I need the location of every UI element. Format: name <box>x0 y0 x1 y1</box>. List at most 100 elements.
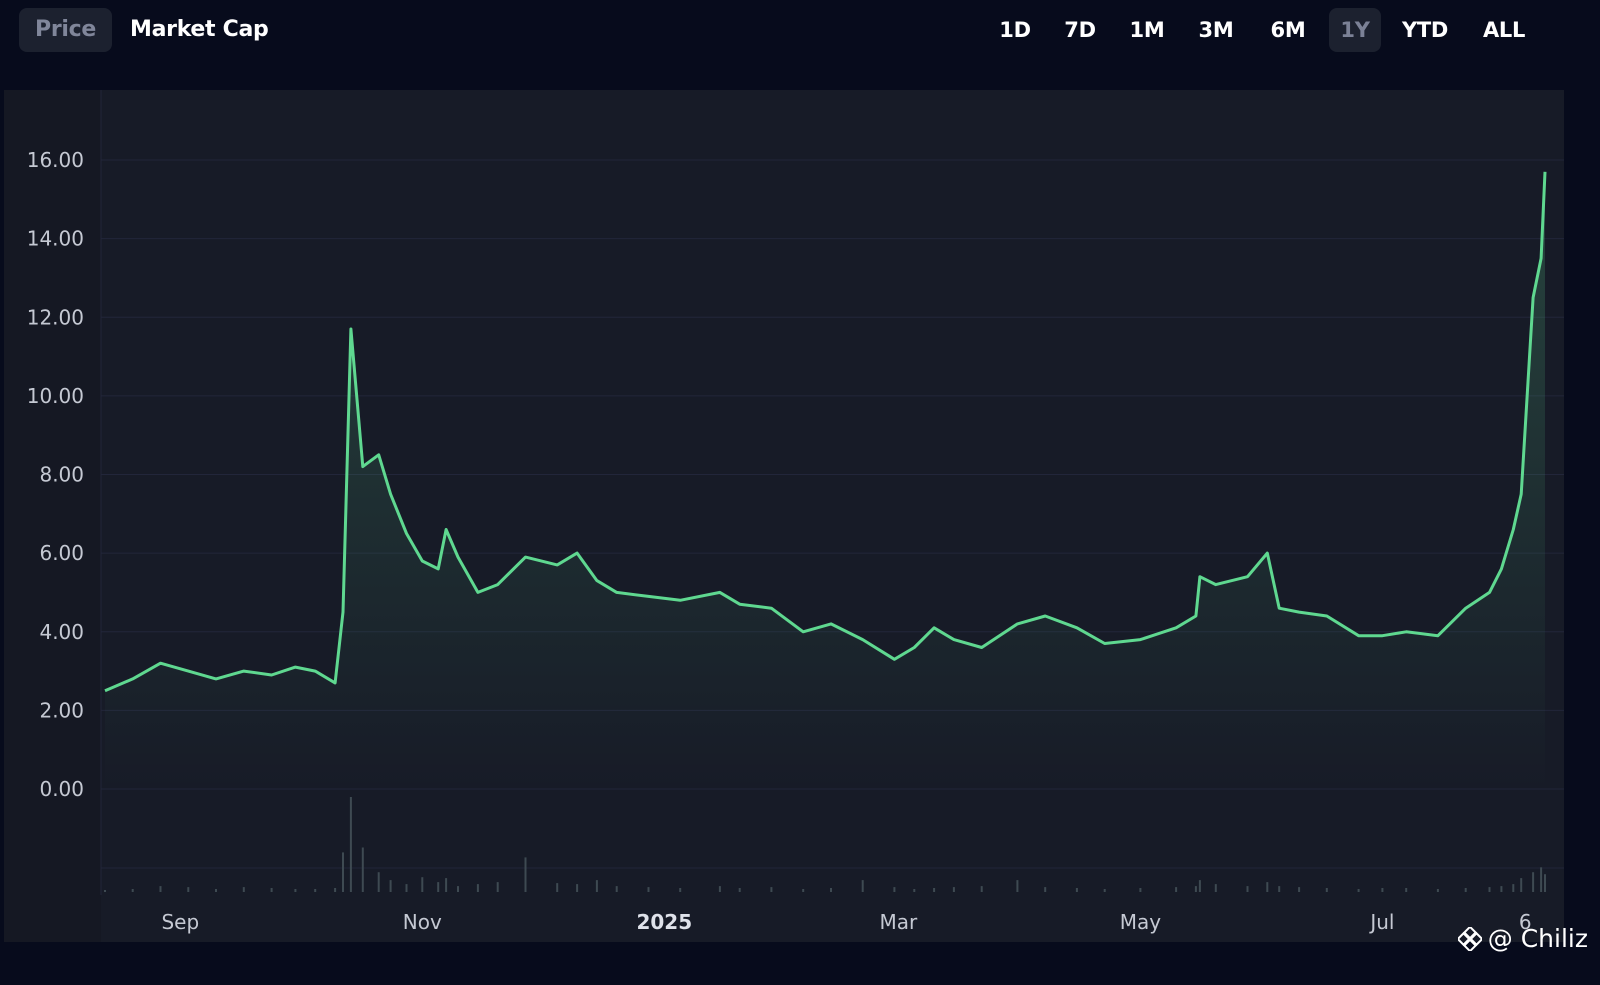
volume-bar <box>893 887 896 892</box>
market-cap-toggle-button[interactable]: Market Cap <box>130 17 269 42</box>
volume-bar <box>294 889 297 892</box>
volume-bar <box>1381 888 1384 892</box>
range-ytd-button[interactable]: YTD <box>1401 18 1449 42</box>
volume-bar <box>830 888 832 892</box>
volume-bar <box>421 877 424 892</box>
volume-bar <box>718 886 721 892</box>
volume-bar <box>524 857 527 892</box>
volume-bar <box>1175 887 1178 892</box>
volume-bar <box>861 880 864 892</box>
volume-bar <box>1298 887 1301 892</box>
x-tick-label: Jul <box>1368 910 1394 934</box>
x-tick-label: Mar <box>880 910 919 934</box>
volume-bar <box>1266 882 1269 892</box>
volume-bar <box>1016 880 1019 892</box>
volume-bar <box>1325 888 1328 892</box>
volume-bar <box>215 889 217 892</box>
y-tick-label: 0.00 <box>39 777 84 801</box>
volume-bar <box>1214 884 1217 892</box>
price-area-fill <box>105 171 1545 790</box>
volume-bar <box>437 882 440 892</box>
volume-bar <box>576 884 579 892</box>
volume-bar <box>1500 886 1503 892</box>
volume-bars <box>104 797 1546 892</box>
range-1m-button[interactable]: 1M <box>1129 18 1165 42</box>
y-tick-label: 16.00 <box>27 148 84 172</box>
volume-bar <box>556 883 559 892</box>
volume-bar <box>457 886 459 892</box>
volume-bar <box>342 852 344 892</box>
y-tick-label: 2.00 <box>39 698 84 722</box>
volume-bar <box>1464 888 1467 892</box>
volume-bar <box>1405 888 1408 892</box>
volume-bar <box>913 889 916 892</box>
price-chart[interactable]: 0.00 2.00 4.00 6.00 8.00 10.00 12.00 14.00 16.00… <box>4 90 1564 942</box>
volume-bar <box>679 888 682 892</box>
range-1d-button[interactable]: 1D <box>999 18 1031 42</box>
volume-bar <box>270 888 273 892</box>
x-tick-label: 6 <box>1519 910 1532 934</box>
x-tick-label: May <box>1120 910 1162 934</box>
volume-bar <box>159 886 162 892</box>
volume-bar <box>242 887 245 892</box>
volume-bar <box>349 797 352 892</box>
y-tick-label: 10.00 <box>27 384 84 408</box>
y-axis-labels: 0.00 2.00 4.00 6.00 8.00 10.00 12.00 14.00 16.00 <box>27 148 84 801</box>
volume-bar <box>1246 886 1249 892</box>
volume-bar <box>647 887 650 892</box>
volume-bar <box>377 872 380 892</box>
volume-bar <box>1139 888 1142 892</box>
volume-bar <box>1044 887 1047 892</box>
x-tick-label: 2025 <box>636 910 692 934</box>
volume-bar <box>1512 884 1515 892</box>
volume-bar <box>334 888 337 892</box>
range-6m-button[interactable]: 6M <box>1270 18 1306 42</box>
volume-bar <box>770 887 773 892</box>
y-tick-label: 6.00 <box>39 541 84 565</box>
volume-bar <box>615 886 618 892</box>
price-line <box>104 171 1547 693</box>
volume-bar <box>1357 889 1360 892</box>
volume-bar <box>405 884 408 892</box>
volume-bar <box>1540 867 1543 892</box>
price-toggle-button[interactable]: Price <box>19 8 112 52</box>
volume-bar <box>1103 889 1106 892</box>
volume-bar <box>496 882 499 892</box>
volume-bar <box>104 890 106 892</box>
volume-bar <box>1194 886 1197 892</box>
volume-bar <box>1520 878 1523 892</box>
volume-bar <box>445 878 448 892</box>
volume-bar <box>980 886 983 892</box>
chart-panel: 0.00 2.00 4.00 6.00 8.00 10.00 12.00 14.00 16.00… <box>4 90 1564 942</box>
plot-area <box>101 90 1564 942</box>
volume-bar <box>933 888 936 892</box>
x-tick-label: Sep <box>161 910 199 934</box>
volume-bar <box>1278 886 1281 892</box>
range-1y-button[interactable]: 1Y <box>1329 8 1381 52</box>
volume-bar <box>1075 888 1078 892</box>
volume-bar <box>476 884 479 892</box>
range-all-button[interactable]: ALL <box>1482 18 1526 42</box>
volume-bar <box>1532 872 1535 892</box>
y-tick-label: 8.00 <box>39 463 84 487</box>
volume-bar <box>802 889 805 892</box>
volume-bar <box>361 847 364 892</box>
x-axis-labels: Sep Nov 2025 Mar May Jul 6 <box>161 910 1531 934</box>
volume-bar <box>738 888 741 892</box>
y-tick-label: 14.00 <box>27 227 84 251</box>
volume-bar <box>1198 880 1201 892</box>
volume-bar <box>595 880 598 892</box>
watermark-text: @ Chiliz <box>1487 924 1588 953</box>
range-3m-button[interactable]: 3M <box>1198 18 1234 42</box>
top-bar: Price Market Cap 1D 7D 1M 3M 6M 1Y YTD A… <box>0 0 1600 62</box>
volume-bar <box>1436 889 1439 892</box>
watermark: @ Chiliz <box>1457 922 1588 956</box>
volume-bar <box>389 880 392 892</box>
volume-bar <box>952 887 955 892</box>
binance-logo-icon <box>1457 927 1482 951</box>
volume-bar <box>131 889 134 892</box>
y-tick-label: 12.00 <box>27 305 84 329</box>
volume-bar <box>1488 887 1491 892</box>
range-7d-button[interactable]: 7D <box>1064 18 1096 42</box>
volume-bar <box>187 887 190 892</box>
